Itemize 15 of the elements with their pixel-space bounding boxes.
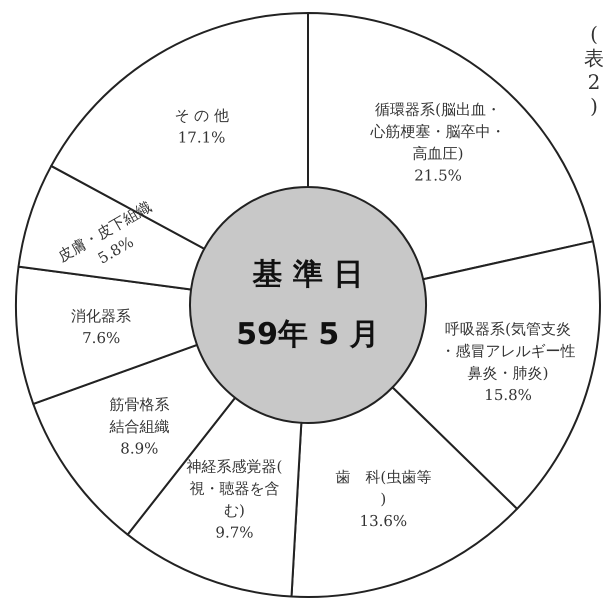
data-label: 9.7% xyxy=(215,524,254,542)
data-label: 8.9% xyxy=(120,440,158,458)
slice-label: 循環器系(脳出血・心筋梗塞・脳卒中・高血圧) xyxy=(370,100,506,163)
data-label: 17.1% xyxy=(178,128,226,146)
slice-label: 消化器系 xyxy=(71,307,132,326)
slice-label: 神経系感覚器(視・聴器を含む) xyxy=(186,458,282,520)
slice-label: そ の 他 xyxy=(174,106,229,124)
slice-label: 呼吸器系(気管支炎・感冒アレルギー性鼻炎・肺炎) xyxy=(440,320,576,382)
slice-label: 歯 科(虫歯等) xyxy=(335,468,432,508)
data-label: 13.6% xyxy=(360,512,408,530)
data-label: 7.6% xyxy=(82,329,120,348)
text: (表2) xyxy=(584,22,604,118)
slice-label: 筋骨格系結合組織 xyxy=(108,396,170,436)
data-label: 15.8% xyxy=(484,386,532,404)
data-label: 21.5% xyxy=(414,166,462,185)
